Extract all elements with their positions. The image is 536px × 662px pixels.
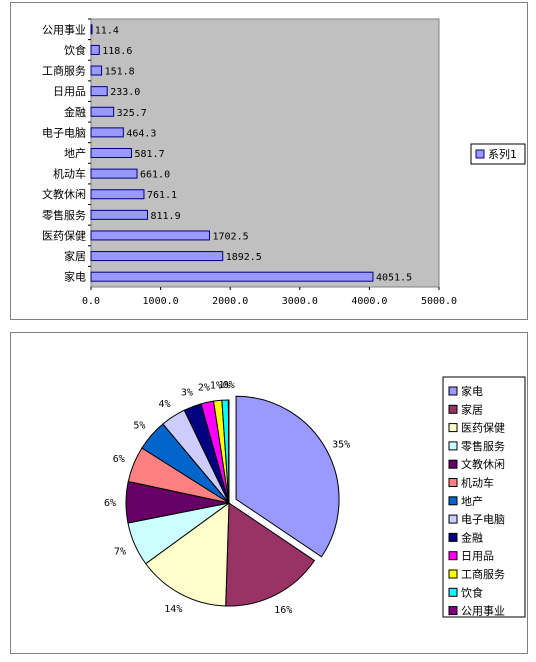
data-label: 233.0 xyxy=(110,87,140,98)
legend-swatch xyxy=(448,423,458,433)
plot-area xyxy=(90,18,440,288)
category-label: 文教休闲 xyxy=(42,187,86,201)
legend-box xyxy=(470,143,526,165)
bar xyxy=(90,106,115,117)
legend-label: 系列1 xyxy=(488,147,517,161)
pie-slice xyxy=(227,399,230,504)
percent-label: 3% xyxy=(181,388,193,399)
legend-swatch xyxy=(448,478,458,487)
percent-label: 6% xyxy=(104,498,116,509)
legend-label: 日用品 xyxy=(461,550,494,563)
percent-label: 2% xyxy=(198,383,210,394)
percent-label: 1% xyxy=(218,380,230,391)
data-label: 1702.5 xyxy=(212,231,248,242)
bar xyxy=(90,44,100,55)
legend-label: 机动车 xyxy=(461,476,494,490)
bar xyxy=(90,271,374,282)
legend-swatch xyxy=(448,496,458,506)
category-label: 金融 xyxy=(64,105,86,119)
data-label: 1892.5 xyxy=(226,252,262,263)
pie-chart: 35%16%14%7%6%6%5%4%3% 2% 1%1%0% 家电家居医药保健零售服… xyxy=(104,376,526,618)
percent-label: 6% xyxy=(113,454,125,465)
data-label: 4051.5 xyxy=(376,273,412,284)
x-tick-label: 2000.0 xyxy=(212,296,248,307)
legend-label: 家电 xyxy=(461,384,483,398)
data-label: 118.6 xyxy=(102,46,132,57)
legend-swatch xyxy=(448,606,458,616)
category-label: 电子电脑 xyxy=(42,126,86,139)
bar xyxy=(90,127,124,138)
legend-swatch xyxy=(448,441,458,451)
pie-slice xyxy=(235,395,340,558)
legend-label: 工商服务 xyxy=(461,567,505,581)
data-label: 581.7 xyxy=(134,149,164,160)
legend-label: 文教休闲 xyxy=(461,457,505,471)
legend-swatch xyxy=(448,587,458,597)
category-label: 机动车 xyxy=(53,167,86,181)
pie-slice xyxy=(145,501,230,607)
bar xyxy=(90,230,210,241)
x-tick-label: 4000.0 xyxy=(351,296,387,307)
percent-label: 35% xyxy=(332,439,350,450)
category-label: 家居 xyxy=(64,249,86,263)
bar xyxy=(90,168,138,179)
legend-label: 饮食 xyxy=(461,585,483,599)
category-label: 家电 xyxy=(64,270,86,284)
legend-swatch xyxy=(448,404,458,414)
bar xyxy=(90,189,145,200)
legend-label: 地产 xyxy=(461,494,483,508)
legend-label: 家居 xyxy=(461,402,483,416)
legend-swatch xyxy=(448,569,458,579)
x-tick-label: 0.0 xyxy=(82,296,100,307)
legend-label: 金融 xyxy=(461,530,483,544)
legend-swatch xyxy=(448,532,458,542)
bar-chart-frame: 公用事业 11.4 饮食 118.6 工商服务 151.8 日用品 233.0 金融 325.7 电… xyxy=(10,2,528,320)
data-label: 151.8 xyxy=(105,67,135,78)
bar xyxy=(90,148,132,158)
percent-label: 7% xyxy=(114,547,126,558)
percent-label: 5% xyxy=(133,421,145,432)
data-label: 325.7 xyxy=(117,108,147,119)
legend-label: 公用事业 xyxy=(461,605,505,618)
bar xyxy=(90,24,93,35)
x-tick-label: 5000.0 xyxy=(421,296,457,307)
data-label: 811.9 xyxy=(151,211,181,222)
category-label: 日用品 xyxy=(53,85,86,98)
category-label: 公用事业 xyxy=(42,23,86,36)
legend-swatch xyxy=(448,514,458,524)
legend-label: 电子电脑 xyxy=(461,513,505,526)
pie-slice xyxy=(225,502,316,607)
x-tick-label: 3000.0 xyxy=(282,296,318,307)
pie-chart-frame: 35% 16% 14% 7% 6% 6% 5% 4% 3% 2% 1% 1% 0% 家电 家居 医药保健 零售服… xyxy=(10,332,528,654)
bar xyxy=(90,86,108,97)
category-label: 工商服务 xyxy=(42,64,86,78)
category-label: 医药保健 xyxy=(42,228,86,242)
percent-label: 14% xyxy=(164,604,182,615)
percent-label: 4% xyxy=(158,399,170,410)
category-label: 饮食 xyxy=(64,43,86,57)
legend-swatch xyxy=(448,551,458,561)
data-label: 464.3 xyxy=(126,128,156,139)
legend-swatch xyxy=(475,149,485,159)
bar xyxy=(90,65,103,76)
data-label: 761.1 xyxy=(147,190,177,201)
legend: 系列1 xyxy=(470,143,526,165)
percent-label: 0% xyxy=(223,380,235,391)
bar-chart: 公用事业 11.4 饮食 118.6 工商服务 151.8 日用品 233.0 金融 325.7 电… xyxy=(42,18,526,307)
legend-label: 零售服务 xyxy=(461,439,505,453)
data-label: 11.4 xyxy=(95,25,119,36)
legend-swatch xyxy=(448,386,458,396)
category-label: 零售服务 xyxy=(42,208,86,222)
category-label: 地产 xyxy=(64,146,86,160)
bar xyxy=(90,209,149,220)
percent-label: 1% xyxy=(210,381,222,392)
bar xyxy=(90,251,224,262)
percent-label: 16% xyxy=(274,605,292,616)
legend-swatch xyxy=(448,459,458,469)
legend-label: 医药保健 xyxy=(461,421,505,435)
x-tick-label: 1000.0 xyxy=(143,296,179,307)
data-label: 661.0 xyxy=(140,170,170,181)
